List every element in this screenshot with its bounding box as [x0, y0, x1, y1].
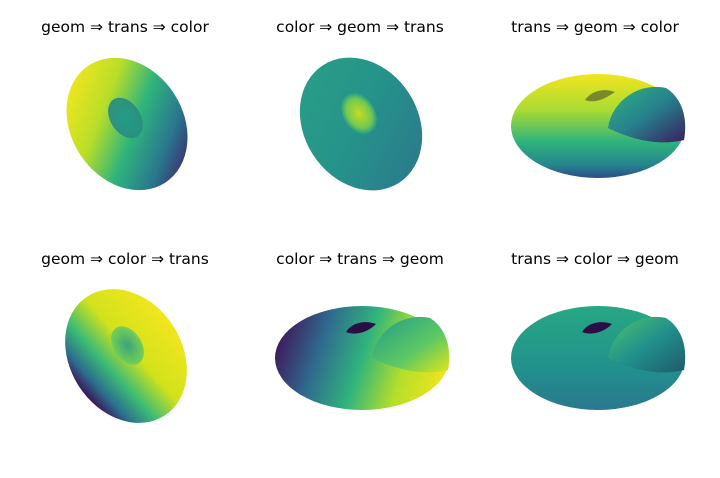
- panel-4: geom ⇒ color ⇒ trans: [41, 250, 209, 423]
- panel-title: color ⇒ geom ⇒ trans: [276, 18, 444, 36]
- panel-title: trans ⇒ geom ⇒ color: [511, 18, 679, 36]
- torus-surface: [65, 289, 187, 423]
- torus-surface: [66, 57, 188, 191]
- torus-surface: [275, 306, 450, 410]
- torus-surface: [511, 306, 686, 410]
- panel-6: trans ⇒ color ⇒ geom: [511, 250, 686, 410]
- panel-title: color ⇒ trans ⇒ geom: [276, 250, 444, 268]
- torus-surface: [299, 57, 423, 191]
- torus-surface: [511, 74, 686, 178]
- panel-2: color ⇒ geom ⇒ trans: [276, 18, 444, 191]
- panel-title: geom ⇒ trans ⇒ color: [41, 18, 209, 36]
- panel-3: trans ⇒ geom ⇒ color: [511, 18, 686, 178]
- panel-1: geom ⇒ trans ⇒ color: [41, 18, 209, 191]
- panel-title: trans ⇒ color ⇒ geom: [511, 250, 679, 268]
- panel-title: geom ⇒ color ⇒ trans: [41, 250, 209, 268]
- panel-5: color ⇒ trans ⇒ geom: [275, 250, 450, 410]
